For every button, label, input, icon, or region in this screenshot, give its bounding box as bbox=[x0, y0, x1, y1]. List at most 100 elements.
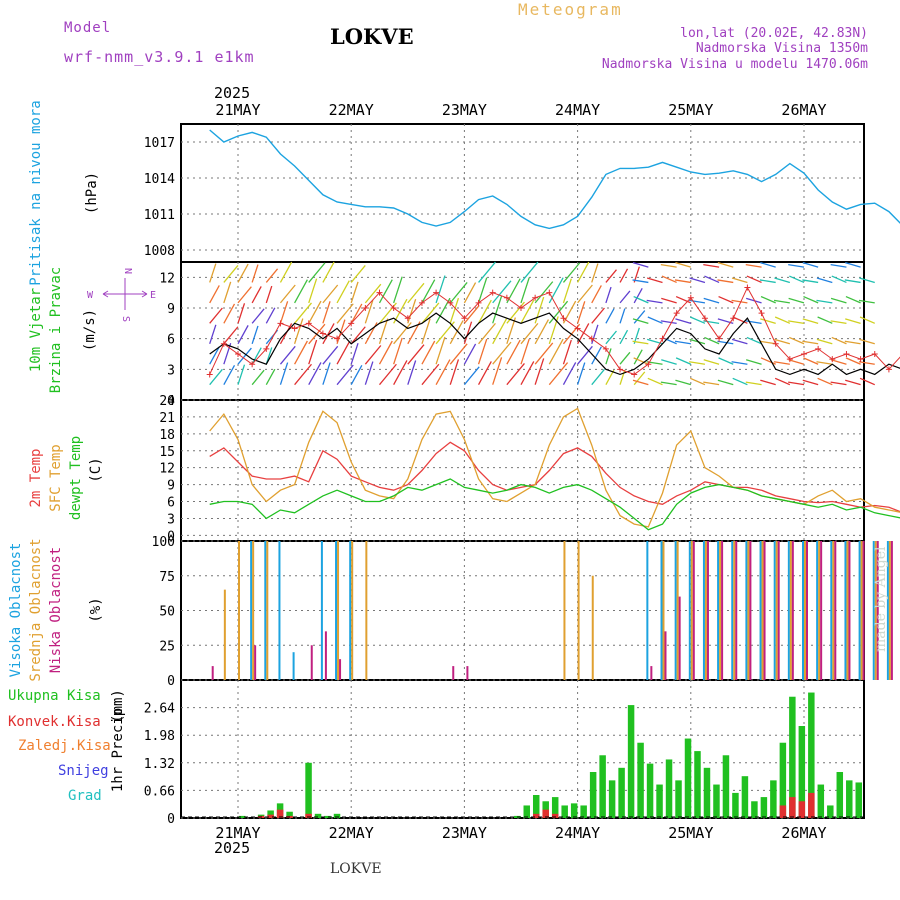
gust-mark-46 bbox=[857, 356, 864, 363]
cloud-bar-2-31 bbox=[650, 666, 653, 680]
wind-arrow-25-4 bbox=[562, 278, 572, 304]
wind-arrow-27-5 bbox=[591, 263, 599, 283]
wind-arrow-22-3 bbox=[520, 299, 535, 324]
cloud-bar-1-11 bbox=[365, 541, 368, 680]
wind-arrow-42-6 bbox=[788, 263, 805, 268]
wind-arrow-32-5 bbox=[646, 277, 663, 284]
wind-arrow-13-1 bbox=[393, 337, 403, 365]
wind-arrow-4-5 bbox=[265, 268, 279, 283]
wind-arrow-29-5 bbox=[619, 268, 629, 283]
cloud-bar-0-36 bbox=[717, 541, 720, 680]
day-label-top-5: 26MAY bbox=[781, 101, 826, 119]
precip-bar-0-36 bbox=[523, 805, 530, 818]
precip-bar-0-11 bbox=[286, 811, 293, 818]
wind-arrow-31-6 bbox=[632, 262, 649, 268]
wind-arrow-7-0 bbox=[308, 362, 322, 385]
cloud-bar-1-45 bbox=[846, 541, 849, 680]
precip-bar-1-63 bbox=[779, 805, 787, 818]
wind-arrow-20-0 bbox=[492, 357, 503, 385]
wind-arrow-37-2 bbox=[717, 340, 734, 345]
gust-mark-25 bbox=[560, 315, 567, 322]
precip-bar-0-48 bbox=[637, 742, 644, 818]
wind-arrow-5-5 bbox=[279, 261, 293, 283]
gust-mark-28 bbox=[602, 345, 609, 352]
cloud-bar-2-48 bbox=[890, 541, 893, 680]
wind-arrow-6-3 bbox=[294, 302, 312, 324]
compass-s: S bbox=[120, 316, 131, 322]
precip-bar-0-43 bbox=[589, 772, 597, 818]
cloud-bar-2-32 bbox=[664, 631, 667, 680]
precip-bar-0-69 bbox=[836, 772, 844, 818]
precip-legend-2: Zaledj.Kisa bbox=[18, 738, 111, 754]
cloud-bar-1-4 bbox=[266, 541, 269, 680]
y-tick-4-0: 0 bbox=[167, 812, 175, 827]
wind-arrow-8-3 bbox=[322, 301, 331, 324]
wind-arrow-31-4 bbox=[633, 295, 649, 304]
wind-arrow-10-2 bbox=[350, 326, 366, 345]
wind-arrow-41-0 bbox=[774, 377, 791, 386]
wind-arrow-0-4 bbox=[209, 285, 220, 304]
cloud-bar-0-38 bbox=[745, 541, 748, 680]
precip-bar-0-58 bbox=[732, 792, 739, 818]
wind-arrow-14-4 bbox=[407, 282, 425, 304]
wind-arrow-2-5 bbox=[237, 263, 249, 283]
wind-arrow-43-3 bbox=[802, 318, 819, 324]
wind-arrow-31-0 bbox=[632, 379, 649, 386]
precip-bar-0-61 bbox=[760, 797, 768, 818]
wind-arrow-11-1 bbox=[364, 345, 382, 365]
wind-arrows bbox=[209, 261, 876, 386]
wind-arrow-3-0 bbox=[251, 369, 265, 386]
wind-arrow-20-4 bbox=[492, 280, 512, 304]
gust-mark-44 bbox=[829, 356, 836, 363]
precip-bar-0-44 bbox=[599, 755, 606, 818]
wind-arrow-23-0 bbox=[534, 358, 545, 385]
wind-arrow-37-6 bbox=[717, 262, 734, 268]
cloud-bar-2-46 bbox=[862, 541, 865, 680]
gust-mark-27 bbox=[588, 335, 595, 342]
precip-bar-0-63 bbox=[779, 742, 787, 818]
pressure-title: Pritisak na nivou mora bbox=[28, 100, 44, 285]
wind-arrow-29-4 bbox=[619, 290, 631, 304]
wind-arrow-45-4 bbox=[830, 297, 847, 304]
wind-arrow-38-5 bbox=[731, 277, 748, 284]
wind-arrow-29-2 bbox=[619, 329, 629, 345]
wind-arrow-44-3 bbox=[817, 316, 833, 324]
cloud-bar-1-1 bbox=[223, 589, 226, 680]
y-tick-4-3: 1.98 bbox=[144, 729, 175, 744]
wind-arrow-5-3 bbox=[279, 301, 289, 324]
cloud-bar-0-3 bbox=[250, 541, 253, 680]
y-tick-2-2: 6 bbox=[167, 496, 175, 511]
wind-arrow-18-2 bbox=[463, 321, 473, 344]
wind-arrow-10-1 bbox=[350, 343, 359, 365]
cloud-bar-1-33 bbox=[676, 541, 679, 680]
gust-mark-9 bbox=[334, 335, 341, 342]
gust-mark-39 bbox=[758, 310, 765, 317]
wind-arrow-20-1 bbox=[492, 341, 512, 365]
precip-bar-0-14 bbox=[314, 813, 322, 818]
cloud-bar-1-41 bbox=[789, 541, 792, 680]
wind-arrow-35-1 bbox=[689, 361, 706, 365]
gust-mark-31 bbox=[645, 361, 652, 368]
wind-arrow-26-5 bbox=[577, 261, 590, 283]
y-tick-4-1: 0.66 bbox=[144, 784, 175, 799]
temp-line-2 bbox=[209, 478, 900, 531]
cloud-bar-0-5 bbox=[278, 541, 281, 680]
wind-arrow-37-0 bbox=[717, 379, 734, 386]
wind-arrow-42-4 bbox=[788, 297, 805, 304]
day-label-bottom-3: 24MAY bbox=[555, 824, 600, 842]
gust-mark-16 bbox=[433, 289, 440, 296]
gust-mark-22 bbox=[518, 305, 524, 311]
wind-arrow-20-3 bbox=[492, 295, 503, 324]
precip-bar-0-64 bbox=[789, 696, 796, 818]
wind-arrow-41-2 bbox=[774, 338, 791, 345]
cloud-bar-2-41 bbox=[791, 541, 794, 680]
cloud-bar-1-25 bbox=[563, 541, 566, 680]
wind-arrow-22-1 bbox=[520, 338, 530, 365]
wind-arrow-1-0 bbox=[223, 364, 236, 385]
cloud-bar-0-35 bbox=[702, 541, 705, 680]
gust-mark-36 bbox=[716, 335, 723, 342]
gust-mark-6 bbox=[291, 325, 298, 332]
wind-arrow-27-1 bbox=[591, 346, 602, 365]
pressure-ylabel: (hPa) bbox=[84, 172, 100, 214]
precip-legend-0: Ukupna Kisa bbox=[8, 688, 101, 704]
